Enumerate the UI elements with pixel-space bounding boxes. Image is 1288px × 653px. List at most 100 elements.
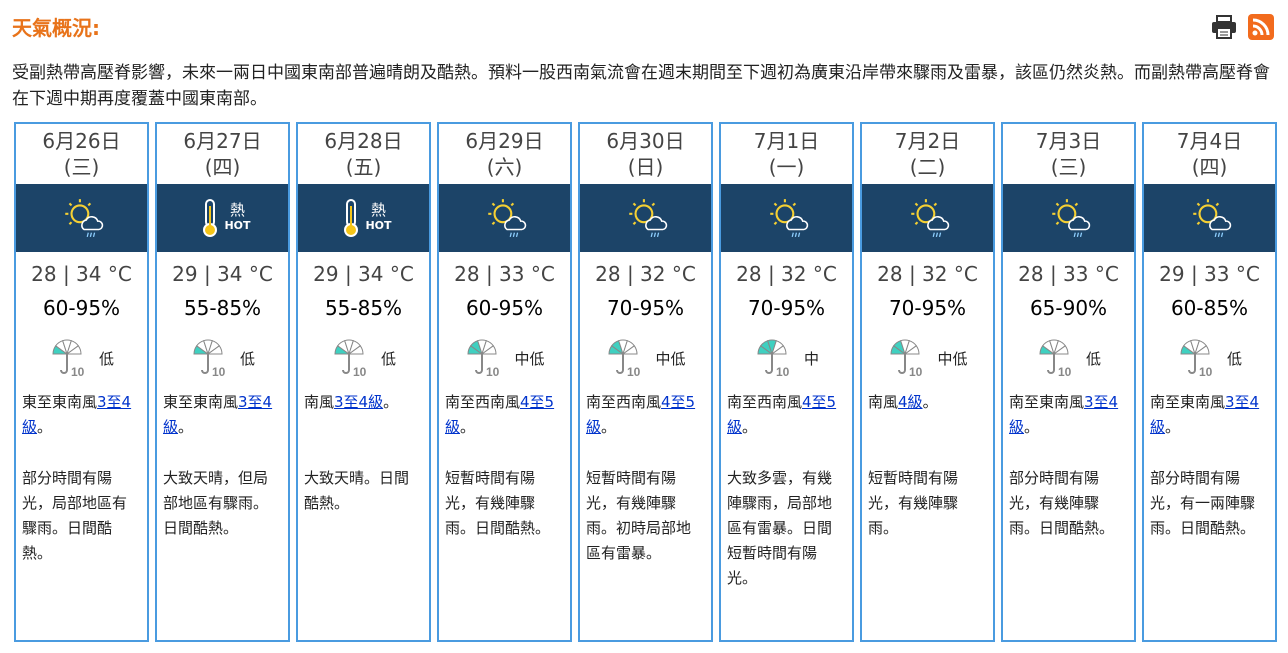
temperature-range: 28 | 32 °C [595, 262, 696, 286]
svg-text:10: 10 [1058, 365, 1072, 378]
rain-probability-umbrella-icon: 10 [757, 339, 790, 378]
wind-force-link[interactable]: 3至4級 [22, 393, 132, 436]
humidity-range: 55-85% [183, 296, 262, 320]
sunny-showers-icon [769, 199, 808, 238]
temperature-range: 29 | 34 °C [313, 262, 414, 286]
forecast-cards: 6月26日 (三) 28 | 34 °C 60-95% 10 低 東至東南風3至4級… [14, 122, 1277, 642]
rain-probability-umbrella-icon: 10 [193, 339, 226, 378]
rain-probability-label: 中低 [937, 349, 968, 368]
rain-probability-umbrella-icon: 10 [1039, 339, 1072, 378]
wind-force-link[interactable]: 3至4級 [334, 393, 384, 411]
wind-force-link[interactable]: 4級 [898, 393, 923, 411]
weather-description: 短暫時間有陽光，有幾陣驟雨。日間酷熱。 [445, 469, 551, 537]
forecast-day-card: 7月4日 (四) 29 | 33 °C 60-85% 10 低 南至東南風3至4級。… [1142, 122, 1277, 642]
wind-suffix: 。 [383, 393, 399, 411]
forecast-date: 7月2日 [894, 129, 961, 153]
weather-description: 短暫時間有陽光，有幾陣驟雨。 [868, 469, 959, 537]
humidity-range: 70-95% [747, 296, 826, 320]
hot-label: 熱 [229, 201, 245, 219]
forecast-day-card: 7月3日 (三) 28 | 33 °C 65-90% 10 低 南至東南風3至4級。… [1001, 122, 1136, 642]
forecast-date: 7月1日 [753, 129, 820, 153]
wind-suffix: 。 [460, 418, 476, 436]
wind-suffix: 。 [922, 393, 938, 411]
forecast-day-card: 6月27日 (四) 熱 HOT 29 | 34 °C 55-85% 10 低 東至東南… [155, 122, 290, 642]
wind-direction: 東至東南風 [163, 393, 239, 411]
wind-force-link[interactable]: 4至5級 [445, 393, 555, 436]
forecast-date: 6月28日 [324, 129, 403, 153]
sunny-showers-icon [910, 199, 949, 238]
temperature-range: 28 | 32 °C [877, 262, 978, 286]
forecast-weekday: (六) [486, 155, 523, 179]
humidity-range: 60-95% [465, 296, 544, 320]
rain-probability-umbrella-icon: 10 [467, 339, 500, 378]
svg-text:10: 10 [776, 365, 790, 378]
wind-force-link[interactable]: 3至4級 [1150, 393, 1260, 436]
forecast-weekday: (三) [63, 155, 100, 179]
rain-probability-label: 低 [1226, 349, 1242, 368]
humidity-range: 60-95% [42, 296, 121, 320]
printer-icon[interactable] [1210, 14, 1238, 44]
rain-probability-label: 中低 [514, 349, 545, 368]
wind-suffix: 。 [178, 418, 194, 436]
wind-direction: 南風 [868, 393, 899, 411]
wind-force-link[interactable]: 3至4級 [1009, 393, 1119, 436]
temperature-range: 29 | 34 °C [172, 262, 273, 286]
rss-icon[interactable] [1248, 14, 1274, 44]
weather-description: 大致天晴，但局部地區有驟雨。日間酷熱。 [163, 469, 269, 537]
forecast-weekday: (日) [627, 155, 664, 179]
temperature-range: 28 | 34 °C [31, 262, 132, 286]
wind-suffix: 。 [37, 418, 53, 436]
forecast-day-card: 7月1日 (一) 28 | 32 °C 70-95% 10 中 南至西南風4至5級。… [719, 122, 854, 642]
temperature-range: 28 | 33 °C [454, 262, 555, 286]
temperature-range: 28 | 32 °C [736, 262, 837, 286]
rain-probability-label: 低 [98, 349, 114, 368]
wind-direction: 南至西南風 [586, 393, 662, 411]
rain-probability-umbrella-icon: 10 [334, 339, 367, 378]
rain-probability-label: 低 [1085, 349, 1101, 368]
weather-description: 部分時間有陽光，有一兩陣驟雨。日間酷熱。 [1150, 469, 1256, 537]
rain-probability-label: 低 [380, 349, 396, 368]
very-hot-icon: 熱 HOT [335, 196, 392, 240]
forecast-date: 6月29日 [465, 129, 544, 153]
hot-label-en: HOT [224, 219, 251, 232]
wind-direction: 南風 [304, 393, 335, 411]
forecast-weekday: (四) [1191, 155, 1228, 179]
wind-suffix: 。 [1165, 418, 1181, 436]
page-title: 天氣概況: [12, 16, 100, 40]
forecast-date: 7月3日 [1035, 129, 1102, 153]
hot-label-en: HOT [365, 219, 392, 232]
forecast-day-card: 6月30日 (日) 28 | 32 °C 70-95% 10 中低 南至西南風4至5… [578, 122, 713, 642]
forecast-weekday: (四) [204, 155, 241, 179]
humidity-range: 65-90% [1029, 296, 1108, 320]
svg-text:10: 10 [627, 365, 641, 378]
svg-text:10: 10 [486, 365, 500, 378]
rain-probability-umbrella-icon: 10 [890, 339, 923, 378]
wind-direction: 南至東南風 [1150, 393, 1226, 411]
svg-text:10: 10 [353, 365, 367, 378]
wind-force-link[interactable]: 4至5級 [727, 393, 837, 436]
forecast-date: 6月30日 [606, 129, 685, 153]
wind-force-link[interactable]: 4至5級 [586, 393, 696, 436]
sunny-showers-icon [628, 199, 667, 238]
svg-text:10: 10 [909, 365, 923, 378]
forecast-weekday: (五) [345, 155, 382, 179]
wind-direction: 東至東南風 [22, 393, 98, 411]
weather-description: 部分時間有陽光，局部地區有驟雨。日間酷熱。 [22, 469, 128, 562]
wind-suffix: 。 [601, 418, 617, 436]
forecast-day-card: 6月29日 (六) 28 | 33 °C 60-95% 10 中低 南至西南風4至5… [437, 122, 572, 642]
wind-force-link[interactable]: 3至4級 [163, 393, 273, 436]
forecast-weekday: (三) [1050, 155, 1087, 179]
wind-direction: 南至東南風 [1009, 393, 1085, 411]
rain-probability-label: 低 [239, 349, 255, 368]
forecast-day-card: 7月2日 (二) 28 | 32 °C 70-95% 10 中低 南風4級。 短暫時… [860, 122, 995, 642]
sunny-showers-icon [1051, 199, 1090, 238]
weather-description: 部分時間有陽光，有幾陣驟雨。日間酷熱。 [1009, 469, 1115, 537]
svg-text:10: 10 [71, 365, 85, 378]
forecast-weekday: (一) [768, 155, 805, 179]
svg-text:10: 10 [1199, 365, 1213, 378]
rain-probability-umbrella-icon: 10 [1180, 339, 1213, 378]
wind-direction: 南至西南風 [727, 393, 803, 411]
sunny-showers-icon [487, 199, 526, 238]
rain-probability-label: 中 [803, 349, 819, 368]
forecast-day-card: 6月26日 (三) 28 | 34 °C 60-95% 10 低 東至東南風3至4級… [14, 122, 149, 642]
